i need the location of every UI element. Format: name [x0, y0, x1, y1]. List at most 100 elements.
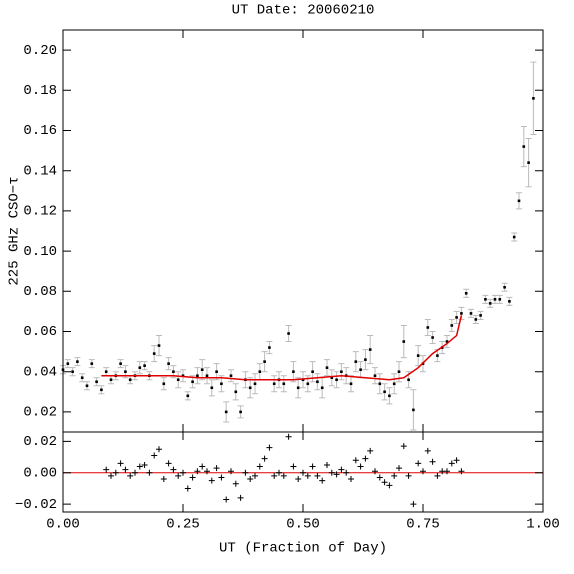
residual-point — [252, 472, 258, 479]
residual-point — [276, 469, 282, 476]
data-point — [258, 370, 262, 373]
data-point — [340, 370, 343, 373]
y-tick-label: 0.10 — [23, 244, 57, 260]
residual-point — [367, 447, 374, 454]
residual-point — [328, 469, 335, 476]
residual-point — [424, 447, 431, 454]
data-point — [248, 386, 252, 390]
data-point — [220, 382, 223, 386]
data-point — [397, 370, 401, 373]
data-point — [301, 378, 305, 382]
residual-point — [194, 468, 201, 475]
data-point — [143, 364, 146, 367]
data-point — [234, 390, 238, 394]
residual-point — [309, 463, 316, 470]
y-tick-label: 0.18 — [23, 83, 57, 99]
residual-point — [266, 444, 273, 451]
residual-point — [271, 472, 278, 479]
residual-point — [247, 476, 254, 483]
residual-point — [348, 476, 354, 483]
data-point — [100, 388, 103, 392]
residual-point — [300, 469, 306, 476]
data-point — [167, 362, 170, 365]
residual-point — [434, 472, 441, 479]
data-point — [95, 380, 98, 384]
data-point — [479, 314, 482, 317]
data-point — [488, 302, 492, 305]
data-point — [224, 410, 228, 414]
x-tick-label: 1.00 — [526, 517, 560, 533]
residual-point — [429, 458, 436, 465]
residual-point — [319, 477, 326, 484]
chart-title: UT Date: 20060210 — [232, 3, 375, 19]
residual-point — [127, 472, 134, 479]
x-tick-label: 0.50 — [286, 517, 320, 533]
residual-point — [285, 433, 292, 440]
residual-point — [324, 461, 330, 468]
data-point — [330, 376, 334, 380]
data-point — [493, 298, 497, 301]
data-point — [215, 370, 218, 373]
residual-point — [132, 469, 138, 476]
data-point — [66, 362, 70, 365]
data-point — [191, 380, 194, 384]
data-point — [522, 145, 526, 148]
data-point — [162, 382, 166, 386]
data-point — [402, 340, 406, 343]
residual-point — [400, 443, 407, 450]
residual-point — [381, 479, 388, 486]
data-point — [186, 394, 190, 398]
data-point — [392, 382, 396, 386]
x-axis-label: UT (Fraction of Day) — [219, 541, 387, 557]
data-point — [503, 285, 506, 289]
residual-point — [372, 468, 378, 475]
fit-line — [101, 315, 463, 381]
y-tick-label: 0.02 — [23, 434, 57, 450]
data-point — [335, 378, 338, 382]
data-point — [445, 340, 449, 343]
data-point — [416, 354, 420, 357]
y-tick-label: 0.06 — [23, 324, 57, 340]
residual-point — [333, 471, 340, 478]
data-point — [436, 354, 439, 357]
data-point — [210, 386, 214, 390]
y-tick-label: 0.04 — [23, 364, 57, 380]
residual-point — [444, 468, 450, 475]
residual-point — [237, 494, 244, 501]
residual-point — [458, 468, 465, 475]
data-point — [128, 378, 132, 382]
data-point — [138, 366, 142, 369]
residual-point — [151, 452, 158, 459]
residual-point — [146, 469, 153, 476]
residual-point — [405, 472, 412, 479]
residual-point — [112, 469, 119, 476]
residual-point — [117, 460, 124, 467]
residual-point — [122, 466, 129, 473]
residual-point — [386, 482, 393, 489]
data-point — [311, 370, 314, 373]
y-tick-label: 0.20 — [23, 43, 57, 59]
residual-point — [136, 463, 143, 470]
data-point — [512, 235, 516, 239]
data-point — [80, 376, 84, 380]
residual-point — [261, 455, 268, 462]
residual-point — [156, 446, 162, 453]
data-point — [364, 358, 367, 361]
data-point — [119, 362, 122, 365]
residual-point — [391, 472, 398, 479]
residual-point — [199, 463, 206, 470]
residual-point — [343, 469, 350, 476]
residual-point — [415, 460, 422, 467]
residual-point — [376, 474, 383, 481]
residual-point — [204, 468, 210, 475]
residual-point — [189, 474, 196, 481]
data-point — [320, 386, 324, 390]
data-point — [272, 382, 276, 386]
residual-point — [352, 457, 359, 464]
data-point — [76, 360, 79, 363]
data-point — [181, 374, 185, 378]
data-point — [412, 408, 415, 412]
residual-point — [256, 463, 263, 470]
data-point — [172, 370, 175, 373]
residual-point — [223, 496, 230, 503]
